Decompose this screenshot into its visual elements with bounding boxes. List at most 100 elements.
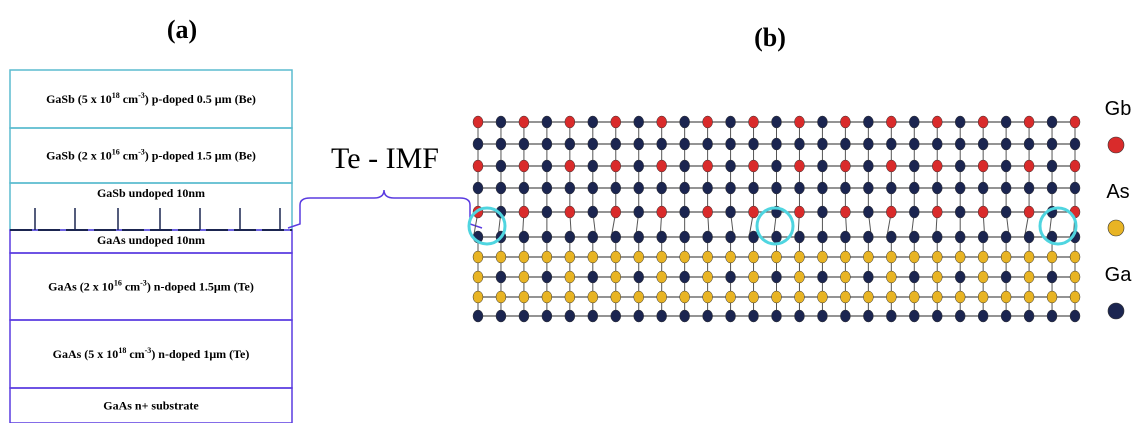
atom (772, 271, 782, 283)
atom (703, 116, 713, 128)
atom (680, 182, 690, 194)
atom (519, 271, 529, 283)
atom (473, 251, 483, 263)
atom (840, 206, 850, 218)
atom (542, 271, 552, 283)
atom (680, 310, 690, 322)
atom (1070, 138, 1080, 150)
atom (519, 291, 529, 303)
atom (1047, 310, 1057, 322)
atom (1024, 271, 1034, 283)
atom (772, 138, 782, 150)
label-part: GaAs undoped 10nm (97, 233, 205, 247)
atom (657, 310, 667, 322)
atom (542, 231, 552, 243)
atom (886, 116, 896, 128)
atom (680, 271, 690, 283)
atom (863, 182, 873, 194)
atom (932, 206, 942, 218)
atom (1001, 251, 1011, 263)
atom (565, 116, 575, 128)
atom (634, 116, 644, 128)
atom (794, 231, 804, 243)
atom (840, 116, 850, 128)
atom (1024, 116, 1034, 128)
atom (588, 251, 598, 263)
atom (978, 138, 988, 150)
atom (840, 271, 850, 283)
atom (1024, 310, 1034, 322)
label-part: GaAs (2 x 10 (48, 280, 114, 294)
atom (1047, 138, 1057, 150)
atom (1070, 182, 1080, 194)
atom (840, 160, 850, 172)
atom (588, 291, 598, 303)
atom (680, 138, 690, 150)
atom (978, 251, 988, 263)
atom (1001, 231, 1011, 243)
atom (909, 251, 919, 263)
atom (565, 206, 575, 218)
atom (932, 182, 942, 194)
atom (496, 160, 506, 172)
atom (978, 182, 988, 194)
atom (909, 310, 919, 322)
atom (932, 116, 942, 128)
atom (772, 116, 782, 128)
atom (726, 206, 736, 218)
atom (588, 206, 598, 218)
atom (932, 251, 942, 263)
atom (1001, 160, 1011, 172)
atom (955, 310, 965, 322)
atom (978, 310, 988, 322)
atom (886, 138, 896, 150)
atom (1001, 116, 1011, 128)
atom (657, 231, 667, 243)
atom (611, 160, 621, 172)
label-part: -3 (145, 346, 152, 355)
label-part: 18 (112, 91, 120, 100)
atom (749, 291, 759, 303)
atom (565, 271, 575, 283)
atom (1070, 160, 1080, 172)
atom (909, 116, 919, 128)
atom (1001, 310, 1011, 322)
atom (932, 138, 942, 150)
atom (588, 160, 598, 172)
atom (542, 291, 552, 303)
atom (473, 138, 483, 150)
layer-label: GaAs (5 x 1018 cm-3) n-doped 1μm (Te) (53, 346, 250, 361)
atom (542, 160, 552, 172)
atom (611, 182, 621, 194)
atom (955, 138, 965, 150)
label-part: ) p-doped 0.5 μm (Be) (145, 92, 256, 106)
atom (749, 160, 759, 172)
atom (794, 271, 804, 283)
atom (749, 182, 759, 194)
legend-label: Gb (1105, 98, 1132, 120)
label-part: cm (120, 92, 138, 106)
atom (680, 251, 690, 263)
layer-label: GaAs undoped 10nm (97, 233, 205, 247)
atom (542, 251, 552, 263)
atom (634, 310, 644, 322)
atom (473, 182, 483, 194)
atom (749, 310, 759, 322)
atom (519, 251, 529, 263)
atom (1070, 310, 1080, 322)
label-part: ) n-doped 1.5μm (Te) (147, 280, 254, 294)
atom (703, 160, 713, 172)
atom (703, 138, 713, 150)
atom (1024, 291, 1034, 303)
atom (794, 310, 804, 322)
label-part: ) n-doped 1μm (Te) (151, 347, 249, 361)
atom (473, 271, 483, 283)
label-part: 18 (118, 346, 126, 355)
atom (611, 291, 621, 303)
atom (909, 291, 919, 303)
atom (703, 206, 713, 218)
atom (726, 160, 736, 172)
atom (703, 271, 713, 283)
atom (1024, 160, 1034, 172)
atom (634, 231, 644, 243)
